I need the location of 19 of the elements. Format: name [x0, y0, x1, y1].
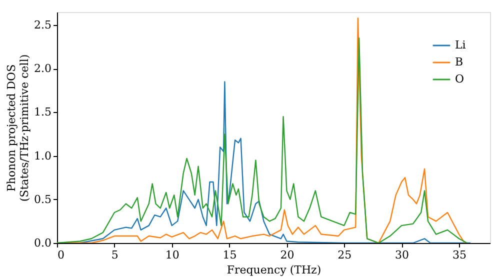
x-tick-label: 20 [280, 248, 294, 262]
legend-label: B [455, 56, 464, 68]
x-tick-label: 30 [395, 248, 410, 262]
y-tick-label: 2.5 [34, 18, 52, 32]
y-tick-label: 0.0 [34, 236, 52, 250]
x-tick-label: 15 [222, 248, 237, 262]
y-tick-label: 2.0 [34, 62, 52, 76]
x-axis-title: Frequency (THz) [226, 264, 322, 276]
x-tick-label: 5 [111, 248, 118, 262]
legend-label: O [455, 72, 464, 86]
y-axis-title: Phonon projected DOS (States/THz·primitive cell) [5, 54, 32, 202]
y-tick-label: 1.0 [34, 149, 52, 162]
x-tick-label: 0 [58, 248, 64, 262]
x-tick-label: 25 [338, 248, 352, 262]
y-tick-label: 1.5 [34, 106, 52, 119]
x-tick-label: 10 [165, 248, 180, 262]
legend-label: Li [455, 38, 466, 52]
x-tick-label: 35 [452, 248, 466, 262]
y-tick-label: 0.5 [34, 192, 52, 206]
